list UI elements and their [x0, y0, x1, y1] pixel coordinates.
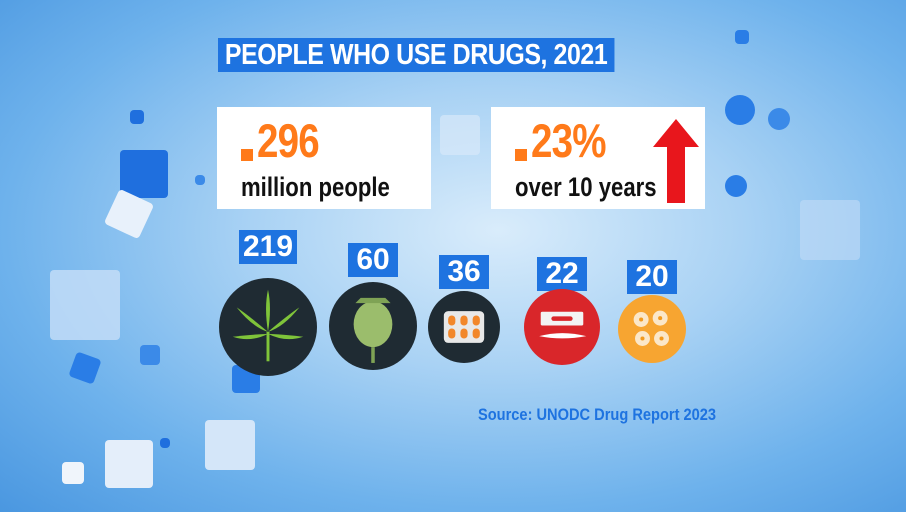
opioid-poppy-icon — [329, 282, 417, 375]
background-cube — [195, 175, 205, 185]
background-cube — [130, 110, 144, 124]
background-cube — [62, 462, 84, 484]
background-cube — [68, 351, 102, 385]
growth-card: 23% over 10 years — [491, 107, 705, 209]
background-cube — [725, 95, 755, 125]
background-cube — [50, 270, 120, 340]
data-label: 219 — [239, 230, 297, 264]
pills-blister-icon — [428, 291, 500, 368]
background-cube — [725, 175, 747, 197]
background-cube — [735, 30, 749, 44]
background-cube — [160, 438, 170, 448]
total-users-value: 296 — [257, 114, 320, 167]
background-cube — [105, 440, 153, 488]
bullet-icon — [515, 149, 527, 161]
data-label: 60 — [348, 243, 398, 277]
source-note: Source: UNODC Drug Report 2023 — [478, 405, 717, 424]
data-label: 36 — [439, 255, 489, 289]
data-label: 22 — [537, 257, 587, 291]
growth-caption: over 10 years — [515, 172, 657, 202]
total-users-card: 296 million people — [217, 107, 431, 209]
up-arrow-icon — [653, 119, 699, 203]
background-cube — [120, 150, 168, 198]
cannabis-icon — [219, 278, 317, 381]
page-title: PEOPLE WHO USE DRUGS, 2021 — [218, 38, 615, 72]
growth-value: 23% — [531, 114, 607, 167]
background-cube — [768, 108, 790, 130]
data-label: 20 — [627, 260, 677, 294]
cocaine-razor-icon — [524, 289, 600, 370]
bullet-icon — [241, 149, 253, 161]
background-cube — [800, 200, 860, 260]
total-users-caption: million people — [241, 172, 390, 202]
background-cube — [205, 420, 255, 470]
background-cube — [440, 115, 480, 155]
ecstasy-tablets-icon — [618, 295, 686, 368]
background-cube — [140, 345, 160, 365]
